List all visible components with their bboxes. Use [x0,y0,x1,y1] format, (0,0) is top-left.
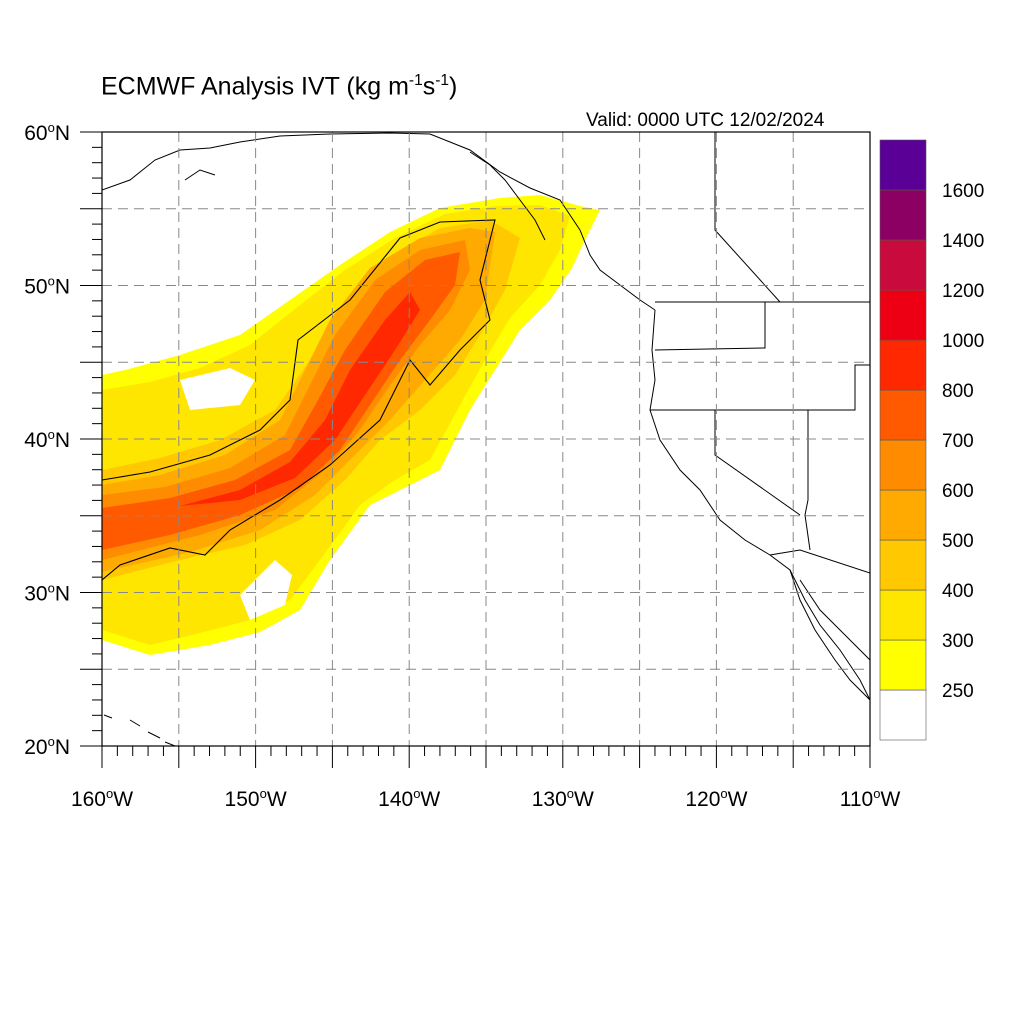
lon-label-130: 130oW [532,786,594,811]
lon-label-150: 150oW [225,786,287,811]
valid-time-label: Valid: 0000 UTC 12/02/2024 [586,110,825,131]
colorbar: 250 300 400 500 600 700 800 1000 1200 1400 1600 [879,139,984,741]
alaska-coast [102,132,581,231]
bc-coast [579,229,656,311]
colorbar-label: 1600 [942,181,984,202]
ivt-gap-white-1 [180,368,255,410]
lat-label-40: 40oN [24,427,70,452]
lon-label-110: 110oW [840,786,901,811]
colorbar-swatch [879,489,927,541]
colorbar-swatch [879,239,927,291]
ca-or-border [650,364,870,411]
graticule [102,132,870,746]
gulf-of-california [799,579,870,661]
bc-interior [714,132,781,303]
hawaii-islands [103,714,176,746]
longitude-labels: 160oW 150oW 140oW 130oW 120oW 110oW [71,786,901,811]
colorbar-label: 1400 [942,231,984,252]
colorbar-label: 250 [942,681,974,702]
ivt-gap-white-2 [240,560,292,620]
ivt-contour-250 [102,219,496,581]
colorbar-label: 500 [942,531,974,552]
colorbar-swatch [879,389,927,441]
lat-label-50: 50oN [24,274,70,299]
colorbar-label: 800 [942,381,974,402]
ivt-shading [102,195,600,655]
ivt-band-800 [180,292,420,506]
lat-label-30: 30oN [24,581,70,606]
us-mexico-border [769,549,870,574]
lon-label-140: 140oW [378,786,440,811]
map-title: ECMWF Analysis IVT (kg m-1s-1) [101,72,458,101]
colorbar-swatch [879,689,927,741]
colorbar-swatch [879,439,927,491]
lon-label-160: 160oW [71,786,133,811]
colorbar-label: 1000 [942,331,984,352]
colorbar-label: 300 [942,631,974,652]
west-coast [649,309,870,701]
colorbar-label: 600 [942,481,974,502]
or-wa-border [654,302,766,351]
colorbar-swatch [879,189,927,241]
colorbar-swatch [879,339,927,391]
ivt-band-700 [102,252,460,550]
nv-az-border [804,410,811,551]
latitude-labels: 60oN 50oN 40oN 30oN 20oN [24,120,70,759]
alaska-islands [184,151,546,241]
colorbar-swatch [879,139,927,191]
colorbar-swatch [879,639,927,691]
lat-label-20: 20oN [24,734,70,759]
colorbar-swatch [879,539,927,591]
axis-ticks [80,131,871,768]
colorbar-label: 400 [942,581,974,602]
colorbar-swatch [879,589,927,641]
baja-california [789,569,870,701]
colorbar-label: 700 [942,431,974,452]
lat-label-60: 60oN [24,120,70,145]
colorbar-swatch [879,289,927,341]
lon-label-120: 120oW [685,786,747,811]
colorbar-label: 1200 [942,281,984,302]
ca-nv-border [714,410,801,516]
coastlines [102,132,870,746]
